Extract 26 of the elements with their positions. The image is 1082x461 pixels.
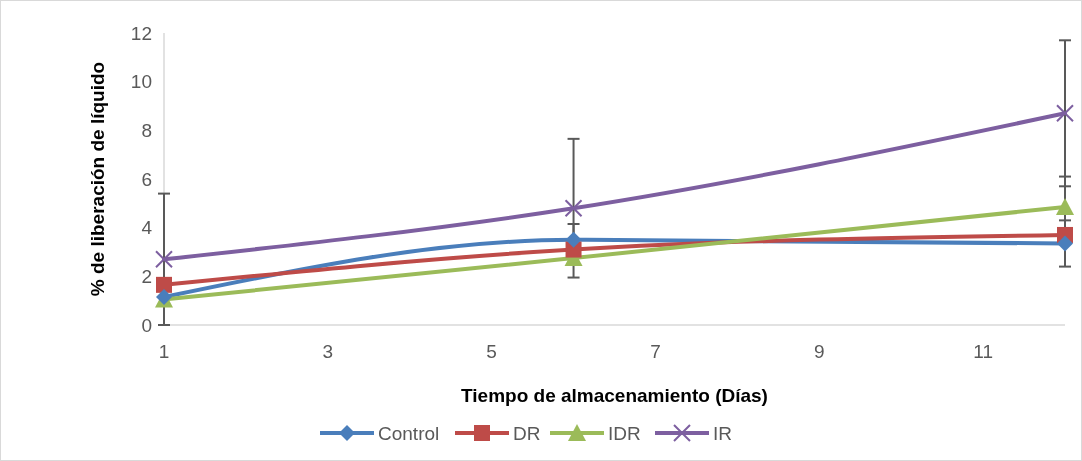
x-tick-label: 7 [650,341,661,362]
y-tick-label: 8 [141,119,152,141]
y-tick-label: 10 [130,71,152,93]
x-tick-label: 3 [322,341,334,362]
x-tick-label: 1 [158,341,170,362]
point [1056,104,1074,123]
legend-label: Control [378,422,440,444]
point [1057,235,1073,252]
point [155,250,173,269]
x-axis-title: Tiempo de almacenamiento (Días) [461,385,768,406]
x-tick-label: 11 [973,341,993,362]
point [156,276,172,293]
y-tick-label: 2 [141,265,152,287]
x-tick-label: 5 [486,341,497,362]
y-tick-label: 4 [141,217,153,239]
point [564,199,583,218]
point [1056,197,1074,215]
x-tick-label: 9 [813,341,825,362]
y-tick-label: 6 [141,168,152,190]
y-tick-label: 0 [141,314,152,336]
y-axis-title: % de liberación de líquido [87,61,108,297]
point [565,231,582,248]
legend-label: IDR [608,422,641,444]
legend-label: IR [713,422,732,444]
y-tick-label: 12 [130,22,152,44]
legend-label: DR [513,422,541,444]
